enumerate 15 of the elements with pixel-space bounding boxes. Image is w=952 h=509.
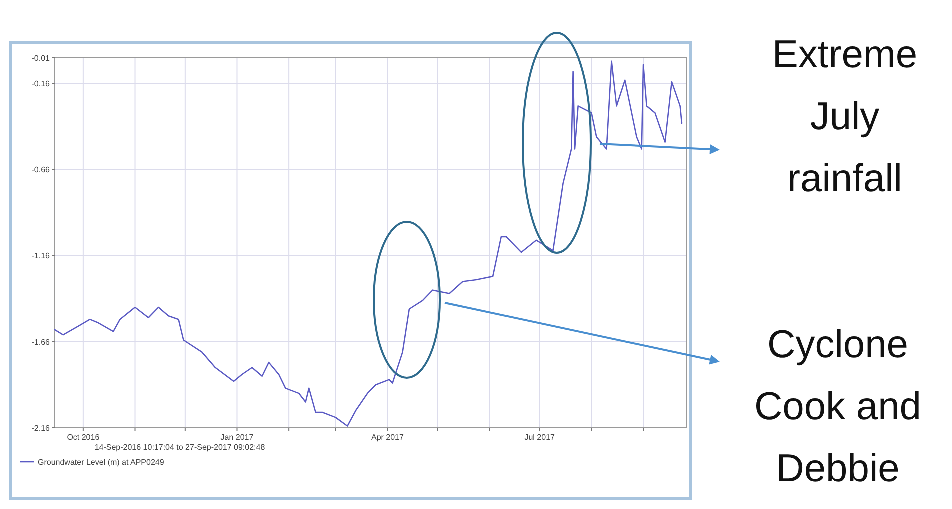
y-tick-label: -0.16	[32, 80, 51, 89]
x-tick-label: Apr 2017	[371, 433, 405, 442]
y-tick-label: -0.01	[32, 54, 51, 63]
text: Cyclone Cook and Debbie	[754, 323, 922, 490]
y-tick-label: -0.66	[32, 166, 51, 175]
x-tick-label: Jan 2017	[220, 433, 254, 442]
y-tick-label: -2.16	[32, 424, 51, 433]
x-tick-label: Oct 2016	[67, 433, 100, 442]
x-tick-label: Jul 2017	[524, 433, 556, 442]
y-tick-label: -1.16	[32, 252, 51, 261]
line-series	[54, 60, 683, 427]
x-axis-title: 14-Sep-2016 10:17:04 to 27-Sep-2017 09:02:48	[94, 443, 266, 452]
text: Extreme July rainfall	[772, 33, 918, 200]
y-tick-label: -1.66	[32, 338, 51, 347]
legend-label: Groundwater Level (m) at APP0249	[38, 458, 165, 467]
